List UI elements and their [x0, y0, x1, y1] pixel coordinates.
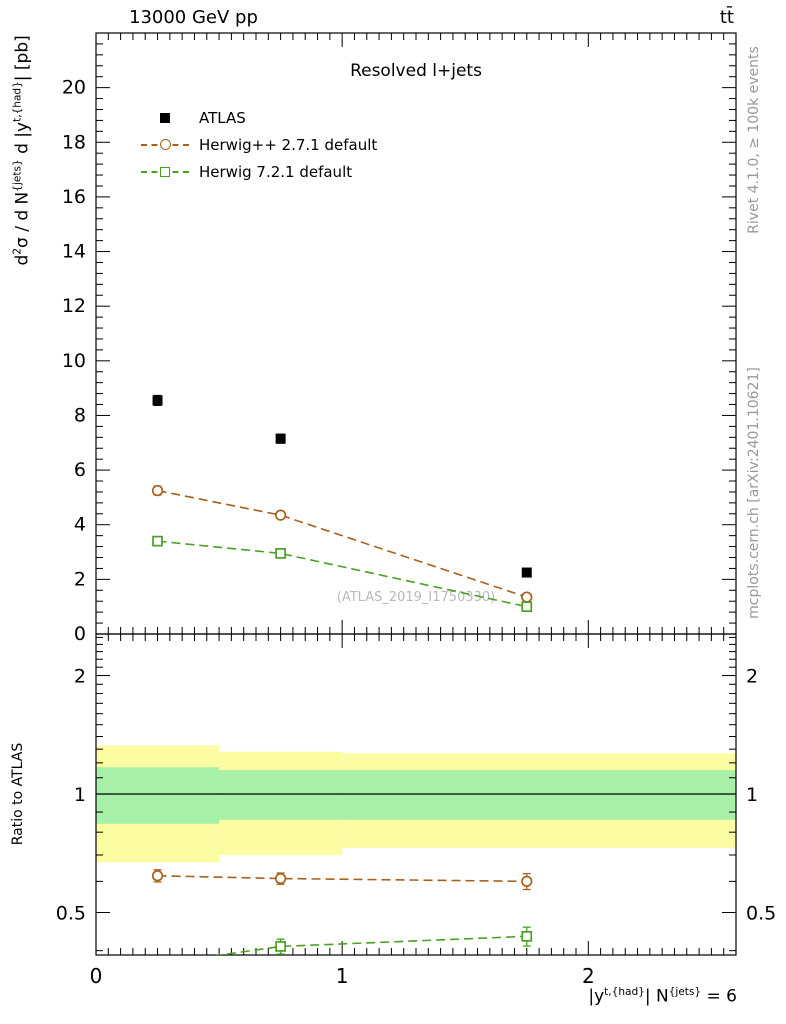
process-label: tt̄: [719, 7, 734, 28]
svg-text:14: 14: [62, 241, 86, 263]
svg-text:2: 2: [74, 666, 86, 688]
xlabel-sup: t,{had}: [604, 986, 645, 998]
svg-text:18: 18: [62, 131, 86, 153]
svg-text:12: 12: [62, 295, 86, 317]
svg-text:1: 1: [74, 784, 86, 806]
svg-text:4: 4: [74, 514, 86, 536]
y-axis-label-main: d2σ / d N{jets} d |yt,{had}| [pb]: [12, 0, 33, 370]
svg-text:1: 1: [336, 964, 349, 988]
open-circle-marker-icon: [141, 138, 189, 152]
xlabel-part: | N: [644, 986, 669, 1007]
ylabel-part: d |y: [12, 121, 33, 160]
filled-square-marker-icon: [141, 111, 189, 125]
analysis-watermark: (ATLAS_2019_I1750330): [336, 590, 496, 605]
open-square-marker-icon: [141, 165, 189, 179]
ylabel-sup: 2: [11, 247, 24, 255]
legend-item-herwig7: Herwig 7.2.1 default: [141, 158, 377, 185]
svg-text:10: 10: [62, 350, 86, 372]
svg-text:0: 0: [90, 964, 103, 988]
plot-title: Resolved l+jets: [350, 61, 482, 81]
svg-text:6: 6: [74, 459, 86, 481]
ylabel-sup: t,{had}: [11, 81, 24, 122]
xlabel-part: = 6: [701, 986, 737, 1007]
ylabel-part: d: [12, 254, 33, 266]
xlabel-sup: {jets}: [668, 986, 702, 998]
svg-text:1: 1: [746, 784, 758, 806]
svg-text:2: 2: [582, 964, 595, 988]
svg-text:8: 8: [74, 404, 86, 426]
svg-text:16: 16: [62, 186, 86, 208]
rivet-version-note: Rivet 4.1.0, ≥ 100k events: [746, 46, 762, 234]
ylabel-sup: {jets}: [11, 159, 24, 192]
svg-text:2: 2: [746, 666, 758, 688]
x-axis-label: |yt,{had}| N{jets} = 6: [588, 986, 737, 1007]
svg-text:0.5: 0.5: [746, 903, 776, 925]
legend-label-herwig7: Herwig 7.2.1 default: [199, 162, 353, 181]
ylabel-part: σ / d N: [12, 191, 33, 248]
legend-item-herwigpp: Herwig++ 2.7.1 default: [141, 131, 377, 158]
ylabel-part: | [pb]: [12, 35, 33, 82]
mcplots-reference-note: mcplots.cern.ch [arXiv:2401.10621]: [746, 367, 762, 619]
legend: ATLAS Herwig++ 2.7.1 default Herwig 7.2.…: [141, 104, 377, 185]
svg-text:2: 2: [74, 568, 86, 590]
legend-label-atlas: ATLAS: [199, 108, 246, 127]
legend-label-herwigpp: Herwig++ 2.7.1 default: [199, 135, 378, 154]
svg-text:20: 20: [62, 77, 86, 99]
xlabel-part: |y: [588, 986, 605, 1007]
legend-item-atlas: ATLAS: [141, 104, 377, 131]
beam-energy-label: 13000 GeV pp: [129, 7, 258, 28]
y-axis-label-ratio: Ratio to ATLAS: [10, 742, 26, 846]
svg-text:0: 0: [74, 623, 86, 645]
svg-text:0.5: 0.5: [56, 903, 86, 925]
